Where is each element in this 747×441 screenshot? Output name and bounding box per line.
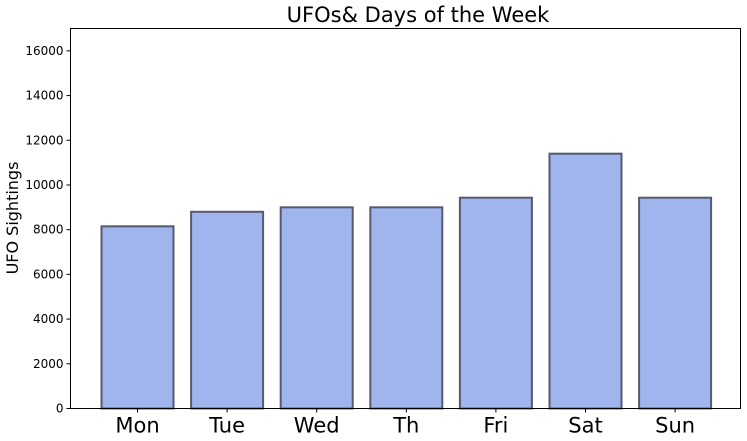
bar-th bbox=[369, 206, 444, 410]
chart-title: UFOs& Days of the Week bbox=[287, 3, 550, 27]
y-tick-label: 0 bbox=[56, 402, 64, 416]
bar-sun bbox=[638, 196, 713, 410]
x-tick-label: Sun bbox=[655, 414, 695, 438]
x-tick-label: Sat bbox=[568, 414, 602, 438]
x-tick-label: Tue bbox=[208, 414, 245, 438]
y-tick-label: 10000 bbox=[25, 178, 63, 192]
x-axis-ticks: Mon Tue Wed Th Fri Sat Sun bbox=[115, 408, 695, 438]
y-tick-label: 2000 bbox=[33, 357, 64, 371]
plot-frame bbox=[70, 28, 741, 409]
bar-wed bbox=[279, 206, 354, 410]
bar-mon bbox=[100, 225, 175, 410]
x-tick-label: Mon bbox=[115, 414, 159, 438]
bar-fri bbox=[458, 196, 533, 410]
y-tick-label: 8000 bbox=[33, 223, 64, 237]
bar-tue bbox=[190, 210, 265, 410]
y-tick-label: 14000 bbox=[25, 89, 63, 103]
x-tick-label: Th bbox=[392, 414, 419, 438]
bar-sat bbox=[548, 152, 623, 410]
bars bbox=[100, 152, 713, 410]
y-axis-ticks: 0 2000 4000 6000 8000 10000 12000 14000 16000 bbox=[25, 44, 71, 416]
y-tick-label: 12000 bbox=[25, 133, 63, 147]
x-tick-label: Fri bbox=[483, 414, 508, 438]
y-tick-label: 4000 bbox=[33, 312, 64, 326]
y-axis-label: UFO Sightings bbox=[3, 162, 22, 275]
y-tick-label: 16000 bbox=[25, 44, 63, 58]
x-tick-label: Wed bbox=[294, 414, 340, 438]
y-tick-label: 6000 bbox=[33, 267, 64, 281]
